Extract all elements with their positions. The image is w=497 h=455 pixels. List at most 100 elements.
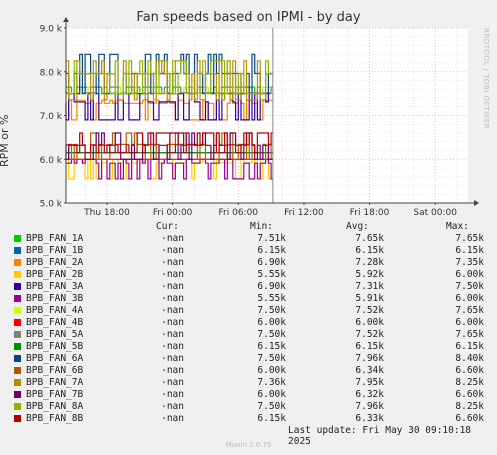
legend-row: BPB_FAN_5A -nan 7.50k 7.52k 7.65k — [0, 329, 497, 341]
legend-value-cur: -nan — [161, 245, 184, 256]
x-tick-label: Fri 12:00 — [284, 208, 324, 218]
y-axis-arrow — [63, 17, 69, 22]
legend-swatch — [14, 319, 21, 326]
legend-swatch — [14, 283, 21, 290]
series-lines — [65, 53, 273, 180]
legend-value-min: 6.90k — [257, 257, 286, 268]
series-line — [66, 132, 273, 154]
legend-value-min: 6.00k — [257, 365, 286, 376]
legend-value-avg: 6.33k — [355, 413, 384, 424]
legend-value-max: 6.00k — [455, 269, 484, 280]
y-tick-label: 7.0 k — [40, 112, 63, 122]
x-tick-label: Fri 06:00 — [219, 208, 259, 218]
last-update: Last update: Fri May 30 09:10:18 2025 — [288, 425, 472, 447]
legend-row: BPB_FAN_4B -nan 6.00k 6.00k 6.00k — [0, 317, 497, 329]
legend-value-max: 6.15k — [455, 245, 484, 256]
legend-value-avg: 7.28k — [355, 257, 384, 268]
legend-header-cur: Cur: — [156, 221, 179, 232]
legend-value-min: 6.15k — [257, 341, 286, 352]
legend-swatch — [14, 247, 21, 254]
legend-row: BPB_FAN_8B -nan 6.15k 6.33k 6.60k — [0, 413, 497, 425]
legend-series-name: BPB_FAN_6A — [26, 353, 84, 364]
legend-value-min: 5.55k — [257, 293, 286, 304]
legend-header-max: Max: — [446, 221, 469, 232]
munin-version: Munin 2.0.75 — [225, 441, 272, 449]
legend-series-name: BPB_FAN_1A — [26, 233, 84, 244]
legend-swatch — [14, 271, 21, 278]
legend-row: BPB_FAN_6A -nan 7.50k 7.96k 8.40k — [0, 353, 497, 365]
legend-value-avg: 7.95k — [355, 377, 384, 388]
legend-value-cur: -nan — [161, 413, 184, 424]
legend-value-min: 6.00k — [257, 389, 286, 400]
legend-value-max: 7.65k — [455, 329, 484, 340]
legend-swatch — [14, 259, 21, 266]
legend-value-min: 7.50k — [257, 329, 286, 340]
legend-row: BPB_FAN_3B -nan 5.55k 5.91k 6.00k — [0, 293, 497, 305]
legend-value-min: 5.55k — [257, 269, 286, 280]
axes: 5.0 k 6.0 k 7.0 k 8.0 k 9.0 k Thu 18:00 Fri 00… — [40, 17, 479, 218]
legend-value-max: 7.50k — [455, 281, 484, 292]
legend-value-max: 6.00k — [455, 293, 484, 304]
legend-value-cur: -nan — [161, 377, 184, 388]
legend-value-max: 7.35k — [455, 257, 484, 268]
chart-title: Fan speeds based on IPMI - by day — [136, 10, 361, 25]
legend-value-avg: 6.15k — [355, 245, 384, 256]
legend-series-name: BPB_FAN_6B — [26, 365, 84, 376]
legend-value-max: 7.65k — [455, 305, 484, 316]
legend-value-cur: -nan — [161, 401, 184, 412]
legend-value-max: 6.00k — [455, 317, 484, 328]
legend-value-max: 6.60k — [455, 365, 484, 376]
legend-series-name: BPB_FAN_7B — [26, 389, 84, 400]
legend-series-name: BPB_FAN_1B — [26, 245, 84, 256]
legend-row: BPB_FAN_7A -nan 7.36k 7.95k 8.25k — [0, 377, 497, 389]
legend-series-name: BPB_FAN_8A — [26, 401, 84, 412]
legend-row: BPB_FAN_2A -nan 6.90k 7.28k 7.35k — [0, 257, 497, 269]
legend-value-max: 7.65k — [455, 233, 484, 244]
legend-series-name: BPB_FAN_2B — [26, 269, 84, 280]
legend-row: BPB_FAN_5B -nan 6.15k 6.15k 6.15k — [0, 341, 497, 353]
legend-row: BPB_FAN_7B -nan 6.00k 6.32k 6.60k — [0, 389, 497, 401]
legend-swatch — [14, 307, 21, 314]
legend-series-name: BPB_FAN_4A — [26, 305, 84, 316]
fan-speed-chart: 5.0 k 6.0 k 7.0 k 8.0 k 9.0 k Thu 18:00 Fri 00… — [40, 17, 479, 218]
legend-value-avg: 5.91k — [355, 293, 384, 304]
y-tick-label: 8.0 k — [40, 68, 63, 78]
legend-header-min: Min: — [250, 221, 273, 232]
x-tick-label: Fri 18:00 — [350, 208, 390, 218]
legend-value-cur: -nan — [161, 365, 184, 376]
legend-series-name: BPB_FAN_7A — [26, 377, 84, 388]
legend-value-cur: -nan — [161, 281, 184, 292]
legend-value-min: 7.51k — [257, 233, 286, 244]
legend-value-cur: -nan — [161, 329, 184, 340]
legend-value-cur: -nan — [161, 269, 184, 280]
y-tick-label: 5.0 k — [40, 200, 63, 210]
legend-value-min: 6.90k — [257, 281, 286, 292]
legend-value-max: 8.25k — [455, 377, 484, 388]
legend-value-cur: -nan — [161, 305, 184, 316]
legend-series-name: BPB_FAN_2A — [26, 257, 84, 268]
legend-swatch — [14, 403, 21, 410]
legend-row: BPB_FAN_1A -nan 7.51k 7.65k 7.65k — [0, 233, 497, 245]
legend-row: BPB_FAN_3A -nan 6.90k 7.31k 7.50k — [0, 281, 497, 293]
legend-series-name: BPB_FAN_3B — [26, 293, 84, 304]
legend-value-max: 8.40k — [455, 353, 484, 364]
legend-swatch — [14, 367, 21, 374]
legend-value-max: 6.60k — [455, 413, 484, 424]
legend-header-avg: Avg: — [346, 221, 369, 232]
legend-value-cur: -nan — [161, 353, 184, 364]
series-line — [65, 60, 273, 95]
legend-swatch — [14, 415, 21, 422]
legend-swatch — [14, 343, 21, 350]
legend-row: BPB_FAN_1B -nan 6.15k 6.15k 6.15k — [0, 245, 497, 257]
legend-swatch — [14, 331, 21, 338]
legend-value-cur: -nan — [161, 257, 184, 268]
x-axis-arrow — [474, 200, 479, 206]
legend-value-max: 8.25k — [455, 401, 484, 412]
legend-swatch — [14, 235, 21, 242]
legend-value-max: 6.60k — [455, 389, 484, 400]
x-tick-label: Thu 18:00 — [83, 208, 130, 218]
legend-row: BPB_FAN_2B -nan 5.55k 5.92k 6.00k — [0, 269, 497, 281]
x-tick-label: Fri 00:00 — [153, 208, 193, 218]
legend-value-min: 6.00k — [257, 317, 286, 328]
legend-value-cur: -nan — [161, 341, 184, 352]
